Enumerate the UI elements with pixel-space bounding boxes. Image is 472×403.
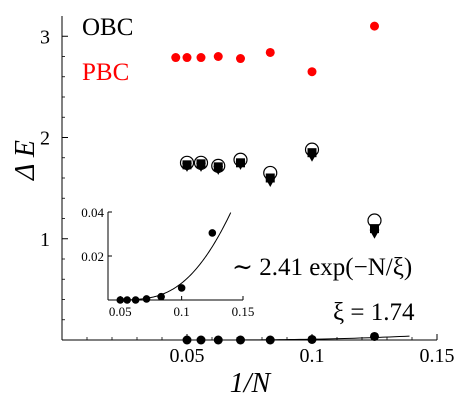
x-tick-label: 0.05 [170,345,205,367]
data-point [171,53,181,63]
data-point-square [307,148,317,158]
data-point [196,53,206,63]
data-point [370,21,379,31]
data-point [196,335,206,345]
data-point [182,335,192,345]
data-point [182,53,192,63]
xi-annotation: ξ = 1.74 [333,299,415,326]
data-point [236,54,245,64]
inset-y-tick-label: 0.02 [81,249,104,264]
data-point [307,334,317,344]
inset-data-point [123,296,131,304]
y-axis-label: Δ E [10,140,41,181]
x-tick-label: 0.1 [300,345,325,367]
inset-plot: 0.05 0.1 0.15 0.02 0.04 [81,205,254,319]
data-point-square [182,160,192,170]
legend-pbc: PBC [82,59,129,86]
data-point-square [370,224,379,234]
inset-data-point [142,295,151,303]
data-point-square [213,162,223,172]
inset-x-tick-label: 0.1 [174,304,190,319]
y-tick-label: 1 [40,229,50,251]
inset-fit-curve [108,212,232,301]
main-plot: 0.05 0.1 0.15 1 2 3 [40,16,455,367]
data-point [265,47,275,57]
y-tick-label: 2 [40,128,50,150]
inset-data-point [131,296,140,304]
x-tick-label: 0.15 [420,345,455,367]
data-point [307,67,317,77]
data-point [265,335,275,345]
data-point [236,335,245,345]
inset-data-point [177,284,186,292]
y-tick-label: 3 [40,26,50,48]
inset-x-tick-label: 0.05 [109,304,132,319]
data-point-square [265,173,275,183]
x-axis-label: 1/N [230,368,272,399]
legend-obc: OBC [82,14,133,41]
data-point [370,331,379,341]
data-point [213,52,223,61]
data-point [213,335,223,345]
data-point-square [196,159,206,169]
inset-data-point [208,229,217,237]
data-point-square [236,158,245,168]
inset-data-point [157,292,165,301]
inset-x-tick-label: 0.15 [232,304,255,319]
inset-data-point [116,296,125,304]
inset-y-tick-label: 0.04 [81,205,104,220]
fit-formula-annotation: ∼ 2.41 exp(−N/ξ) [232,254,412,281]
